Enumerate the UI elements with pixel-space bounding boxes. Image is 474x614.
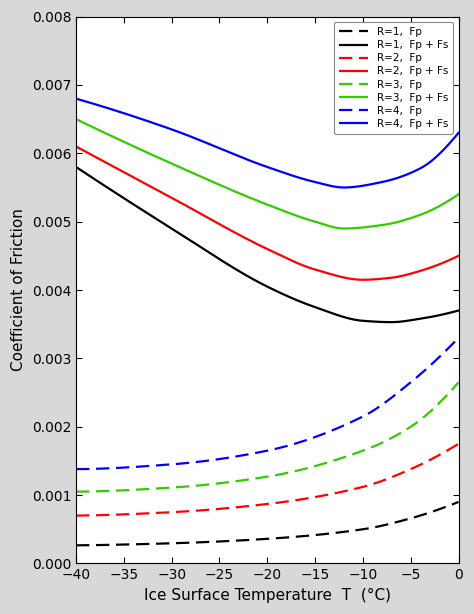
X-axis label: Ice Surface Temperature  T  (°C): Ice Surface Temperature T (°C) [144,588,391,603]
Legend: R=1,  Fp, R=1,  Fp + Fs, R=2,  Fp, R=2,  Fp + Fs, R=3,  Fp, R=3,  Fp + Fs, R=4, : R=1, Fp, R=1, Fp + Fs, R=2, Fp, R=2, Fp … [334,22,453,134]
Y-axis label: Coefficient of Friction: Coefficient of Friction [11,209,26,371]
